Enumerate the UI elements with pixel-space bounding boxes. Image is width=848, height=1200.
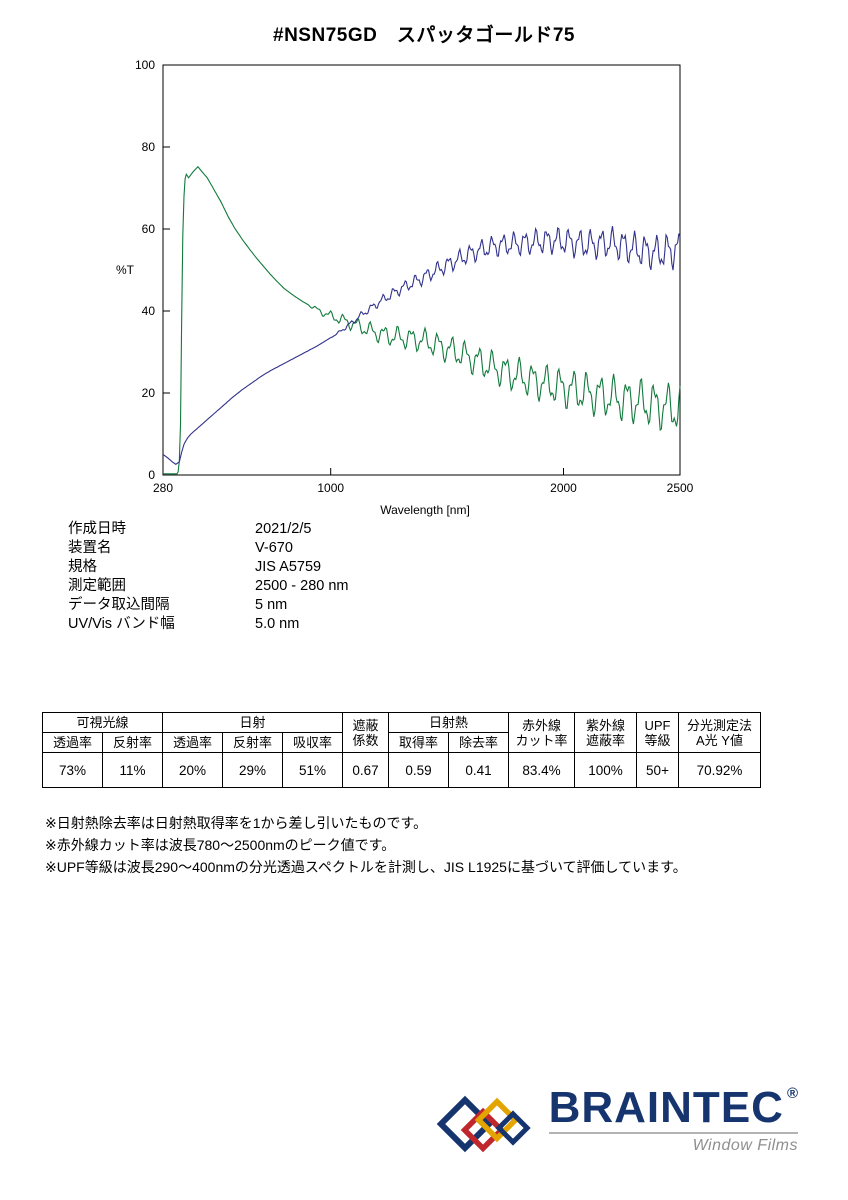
x-tick-label-2500: 2500	[667, 481, 694, 495]
value-ir-cut: 83.4%	[508, 752, 575, 788]
table-subheader-transmittance: 透過率	[42, 732, 103, 753]
y-tick-label-40: 40	[142, 304, 156, 318]
table-header-solar-heat: 日射熱	[388, 712, 509, 733]
y-axis-ticks	[163, 64, 170, 476]
note-line: ※UPF等級は波長290～400nmの分光透過スペクトルを計測し、JIS L19…	[45, 859, 687, 875]
registered-mark: ®	[786, 1085, 798, 1102]
meta-row: データ取込間隔 5 nm	[68, 596, 349, 615]
table-subheader-heat-gain: 取得率	[388, 732, 449, 753]
meta-value: 5 nm	[255, 597, 288, 613]
table-header-uv-shielding: 紫外線 遮蔽率	[574, 712, 637, 753]
logo-diamond-gold	[474, 1097, 519, 1143]
logo-diamond-navy-small	[494, 1110, 531, 1146]
braintec-logo-mark	[436, 1095, 531, 1153]
logo-text-block: BRAINTEC ® Window Films	[548, 1083, 798, 1155]
table-header-ir-cut: 赤外線 カット率	[508, 712, 575, 753]
x-tick-label-2000: 2000	[550, 481, 577, 495]
x-axis-ticks	[162, 468, 681, 475]
meta-label: 規格	[68, 559, 97, 575]
note-line: ※赤外線カット率は波長780～2500nmのピーク値です。	[45, 837, 396, 853]
braintec-logo: BRAINTEC ® Window Films	[435, 1086, 798, 1160]
logo-diamond-red	[460, 1107, 505, 1153]
value-visible-transmittance: 73%	[42, 752, 103, 788]
value-heat-rejection: 0.41	[448, 752, 509, 788]
value-heat-gain: 0.59	[388, 752, 449, 788]
meta-value: V-670	[255, 540, 293, 556]
meta-row: 規格 JIS A5759	[68, 558, 349, 577]
value-solar-absorptance: 51%	[282, 752, 343, 788]
table-header-shading-coefficient: 遮蔽 係数	[342, 712, 389, 753]
meta-label: 装置名	[68, 540, 112, 556]
table-header-spectrophotometric: 分光測定法 A光 Y値	[678, 712, 761, 753]
meta-label: データ取込間隔	[68, 597, 170, 613]
value-shading-coefficient: 0.67	[342, 752, 389, 788]
value-upf: 50+	[636, 752, 679, 788]
table-header-upf: UPF 等級	[636, 712, 679, 753]
y-tick-label-80: 80	[142, 140, 156, 154]
y-axis-label: %T	[116, 263, 135, 277]
logo-diamond-navy-large	[436, 1095, 493, 1153]
transmittance-curve	[163, 165, 681, 475]
measurement-metadata: 作成日時 2021/2/5 装置名 V-670 規格 JIS A5759 測定範…	[68, 520, 349, 634]
y-tick-label-20: 20	[142, 386, 156, 400]
y-tick-label-100: 100	[135, 58, 155, 72]
meta-value: 5.0 nm	[255, 616, 300, 632]
value-solar-reflectance: 29%	[222, 752, 283, 788]
table-header-visible-light: 可視光線	[42, 712, 163, 733]
meta-value: 2500 - 280 nm	[255, 578, 349, 594]
y-tick-label-0: 0	[148, 468, 155, 482]
x-tick-label-1000: 1000	[317, 481, 344, 495]
table-subheader-heat-rejection: 除去率	[448, 732, 509, 753]
reflectance-curve	[162, 226, 681, 465]
table-header-solar: 日射	[162, 712, 343, 733]
x-tick-label-280: 280	[153, 481, 173, 495]
value-solar-transmittance: 20%	[162, 752, 223, 788]
table-subheader-solar-transmittance: 透過率	[162, 732, 223, 753]
note-line: ※日射熱除去率は日射熱取得率を1から差し引いたものです。	[45, 815, 428, 831]
value-visible-reflectance: 11%	[102, 752, 163, 788]
meta-value: 2021/2/5	[255, 521, 312, 537]
meta-row: 装置名 V-670	[68, 539, 349, 558]
table-subheader-solar-reflectance: 反射率	[222, 732, 283, 753]
table-subheader-solar-absorptance: 吸収率	[282, 732, 343, 753]
y-tick-label-60: 60	[142, 222, 156, 236]
meta-row: 測定範囲 2500 - 280 nm	[68, 577, 349, 596]
footnotes: ※日射熱除去率は日射熱取得率を1から差し引いたものです。 ※赤外線カット率は波長…	[45, 812, 687, 878]
spectra-chart-svg: 0 20 40 60 80 100 280 1000 2000 2500 %T …	[116, 58, 694, 517]
meta-label: UV/Vis バンド幅	[68, 616, 175, 632]
brand-name: BRAINTEC	[548, 1083, 784, 1132]
page-title: #NSN75GD スパッタゴールド75	[273, 25, 575, 46]
brand-row: BRAINTEC ®	[548, 1083, 798, 1134]
plot-frame	[162, 64, 681, 476]
value-spectro-y: 70.92%	[678, 752, 761, 788]
value-uv-shielding: 100%	[574, 752, 637, 788]
table-subheader-reflectance: 反射率	[102, 732, 163, 753]
meta-label: 測定範囲	[68, 578, 126, 594]
meta-value: JIS A5759	[255, 559, 322, 575]
meta-row: UV/Vis バンド幅 5.0 nm	[68, 615, 349, 634]
meta-label: 作成日時	[68, 521, 126, 537]
brand-subtitle: Window Films	[692, 1137, 798, 1154]
spectra-chart: 0 20 40 60 80 100 280 1000 2000 2500 %T …	[95, 55, 715, 525]
optical-results-table: 可視光線 日射 遮蔽 係数 日射熱 赤外線 カット率 紫外線 遮蔽率 UPF 等…	[42, 712, 761, 788]
x-axis-label: Wavelength [nm]	[380, 503, 470, 517]
meta-row: 作成日時 2021/2/5	[68, 520, 349, 539]
